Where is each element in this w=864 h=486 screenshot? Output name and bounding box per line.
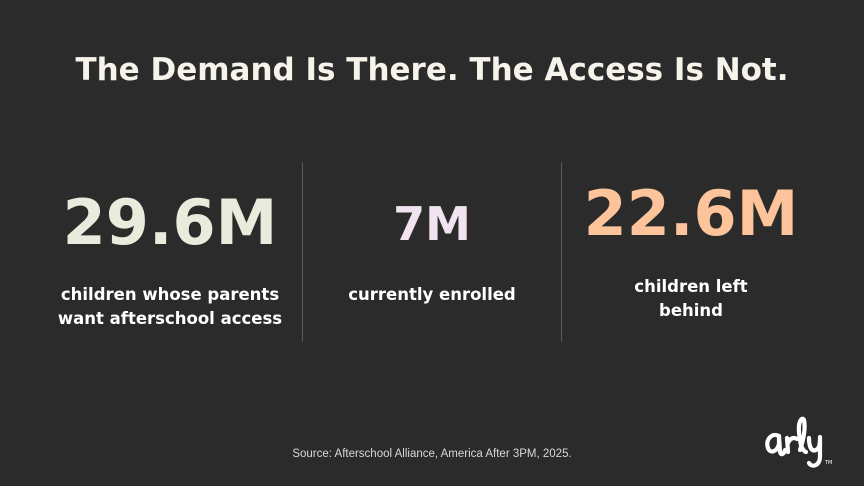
stat-label: children left behind	[562, 275, 820, 323]
slide-title: The Demand Is There. The Access Is Not.	[75, 52, 789, 88]
stat-left-behind: 22.6M children left behind	[562, 0, 820, 323]
stat-value: 29.6M	[62, 186, 278, 259]
stat-label: currently enrolled	[304, 283, 560, 307]
stat-value: 7M	[393, 197, 471, 251]
arly-logo: TM	[765, 416, 832, 468]
stat-label-line: want afterschool access	[57, 309, 283, 328]
stat-label-line: behind	[659, 301, 723, 320]
stat-value: 22.6M	[583, 177, 799, 250]
stat-currently-enrolled: 7M currently enrolled	[304, 0, 560, 307]
stat-label-line: currently enrolled	[348, 285, 516, 304]
stat-label-line: children whose parents	[60, 285, 280, 304]
stat-parents-want-access: 29.6M children whose parents want afters…	[40, 0, 300, 331]
stat-label-line: children left	[634, 277, 748, 296]
source-citation: Source: Afterschool Alliance, America Af…	[292, 448, 572, 460]
column-divider	[302, 162, 303, 342]
column-divider	[561, 162, 562, 342]
stat-label: children whose parents want afterschool …	[40, 283, 300, 331]
trademark-mark: TM	[824, 460, 832, 466]
